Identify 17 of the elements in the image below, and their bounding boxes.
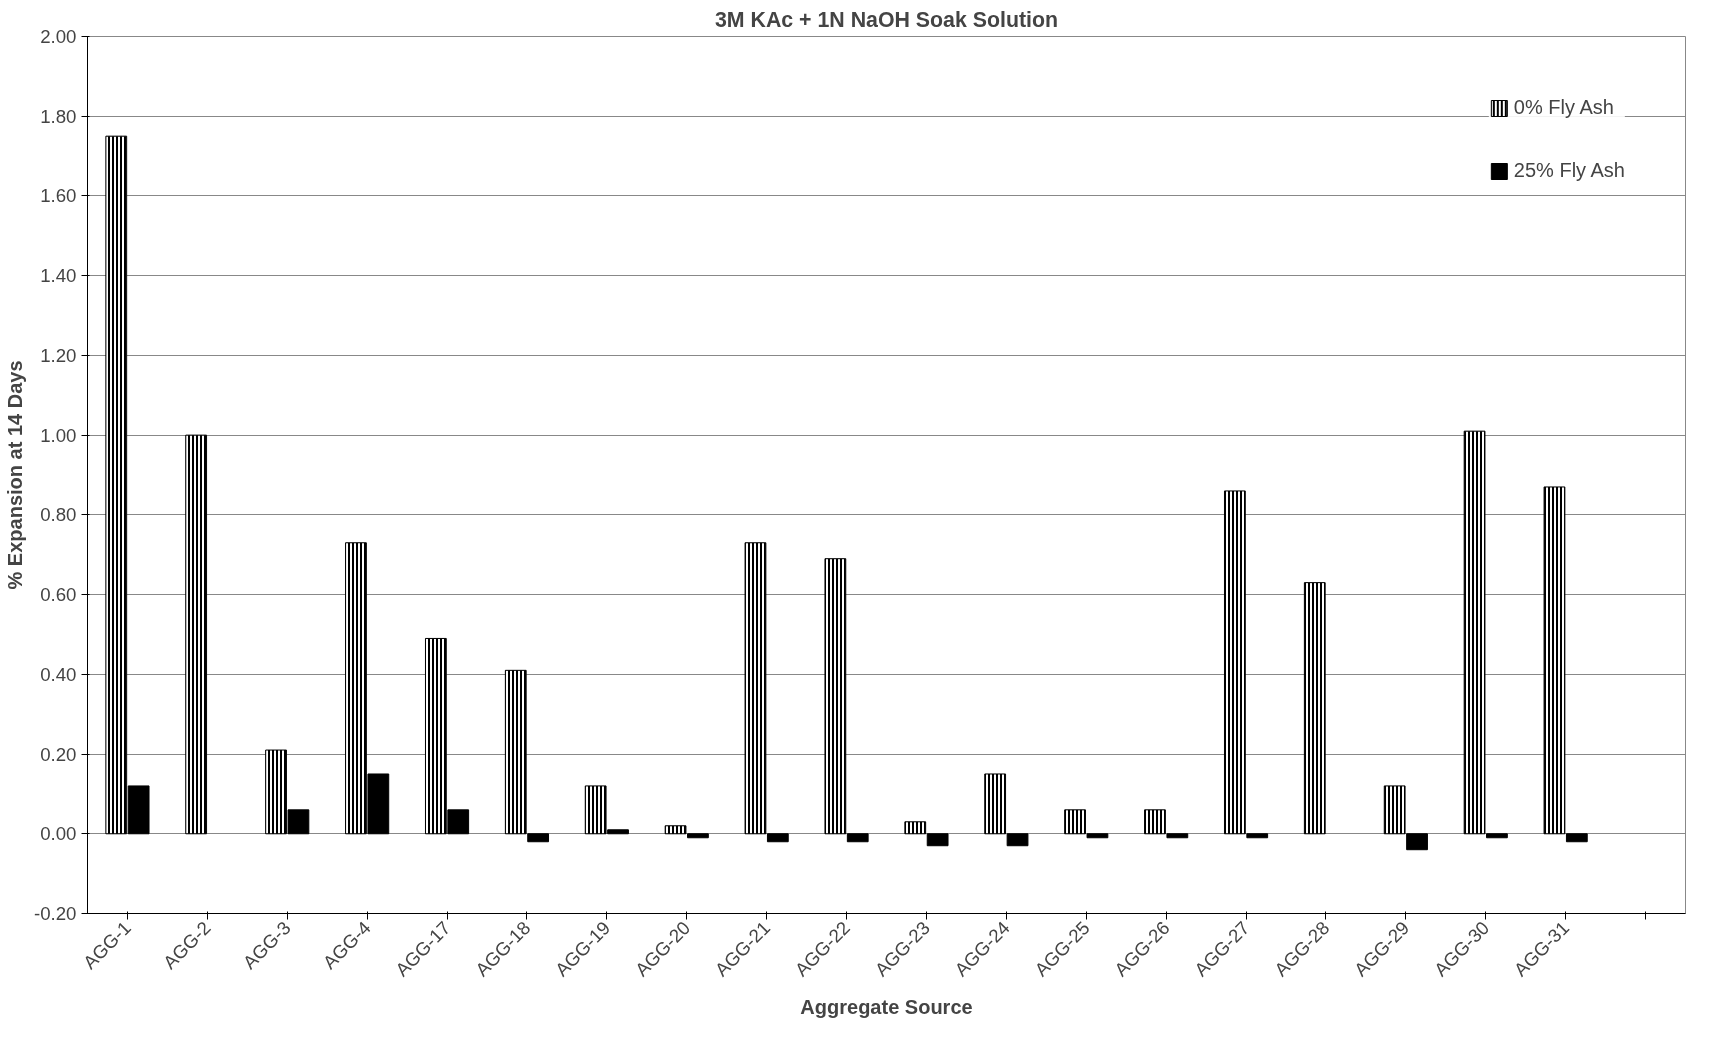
- y-tick-label: 0.00: [40, 823, 77, 845]
- y-tick-label: 2.00: [40, 26, 77, 47]
- y-tick-label: 0.60: [40, 584, 77, 606]
- y-tick-label: 1.20: [40, 344, 77, 366]
- y-tick-label: 1.80: [40, 105, 77, 127]
- y-axis-title: % Expansion at 14 Days: [3, 360, 26, 590]
- legend-label: 0% Fly Ash: [1513, 96, 1614, 119]
- y-tick-label: 1.60: [40, 185, 77, 207]
- chart-title: 3M KAc + 1N NaOH Soak Solution: [714, 7, 1059, 32]
- y-tick-label: 0.20: [40, 743, 77, 765]
- y-tick-label: 1.00: [40, 424, 77, 446]
- y-tick-label: 0.80: [40, 504, 77, 526]
- y-tick-label: 0.40: [40, 663, 77, 685]
- y-tick-label: -0.20: [33, 903, 77, 924]
- y-tick-label: 1.40: [40, 265, 77, 287]
- x-axis-title: Aggregate Source: [800, 995, 973, 1018]
- legend-label: 25% Fly Ash: [1513, 159, 1625, 182]
